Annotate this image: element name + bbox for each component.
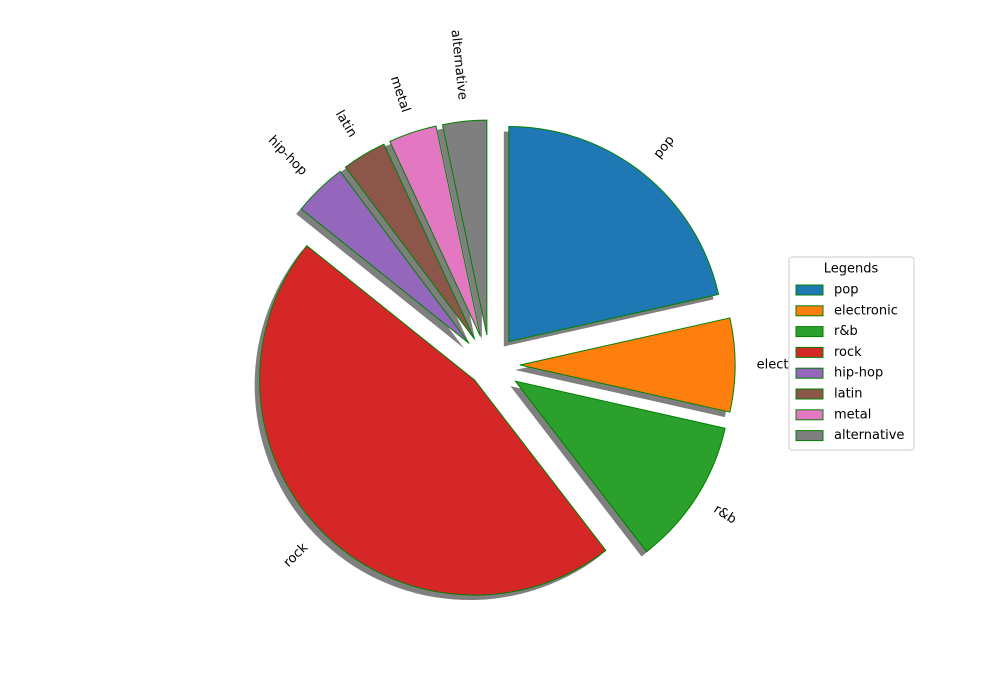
slice-label: alternative xyxy=(448,29,470,101)
legend-swatch xyxy=(795,305,824,317)
legend-swatch xyxy=(795,409,824,421)
legend-label: r&b xyxy=(834,324,858,339)
legend: Legends pop electronic r&b rock hip-hop latin… xyxy=(788,256,915,451)
legend-swatch xyxy=(795,388,824,400)
slice-label: metal xyxy=(387,74,413,114)
wedges xyxy=(259,119,736,596)
legend-title: Legends xyxy=(824,262,879,277)
legend-swatch xyxy=(795,430,824,442)
slice-label: hip-hop xyxy=(265,133,310,179)
legend-label: alternative xyxy=(834,428,904,443)
wedge xyxy=(508,126,720,343)
legend-swatch xyxy=(795,326,824,338)
slice-label: pop xyxy=(651,133,678,161)
legend-swatch xyxy=(795,284,824,296)
legend-label: pop xyxy=(834,283,858,298)
slice-label: r&b xyxy=(711,502,739,527)
slice-label: latin xyxy=(332,108,360,140)
slice-label: rock xyxy=(281,540,312,570)
wedge xyxy=(344,143,475,340)
legend-swatch xyxy=(795,367,824,379)
legend-box xyxy=(788,256,915,451)
wedge xyxy=(514,380,726,553)
legend-swatch xyxy=(795,346,824,358)
legend-label: electronic xyxy=(834,303,898,318)
wedge xyxy=(300,170,470,344)
legend-label: metal xyxy=(834,407,871,422)
wedge-shadow xyxy=(384,131,476,342)
legend-label: rock xyxy=(834,345,862,360)
wedge xyxy=(389,125,481,337)
wedge xyxy=(259,245,607,596)
wedge xyxy=(441,119,488,336)
legend-label: hip-hop xyxy=(834,366,883,381)
wedge xyxy=(519,317,736,413)
legend-label: latin xyxy=(834,387,863,402)
